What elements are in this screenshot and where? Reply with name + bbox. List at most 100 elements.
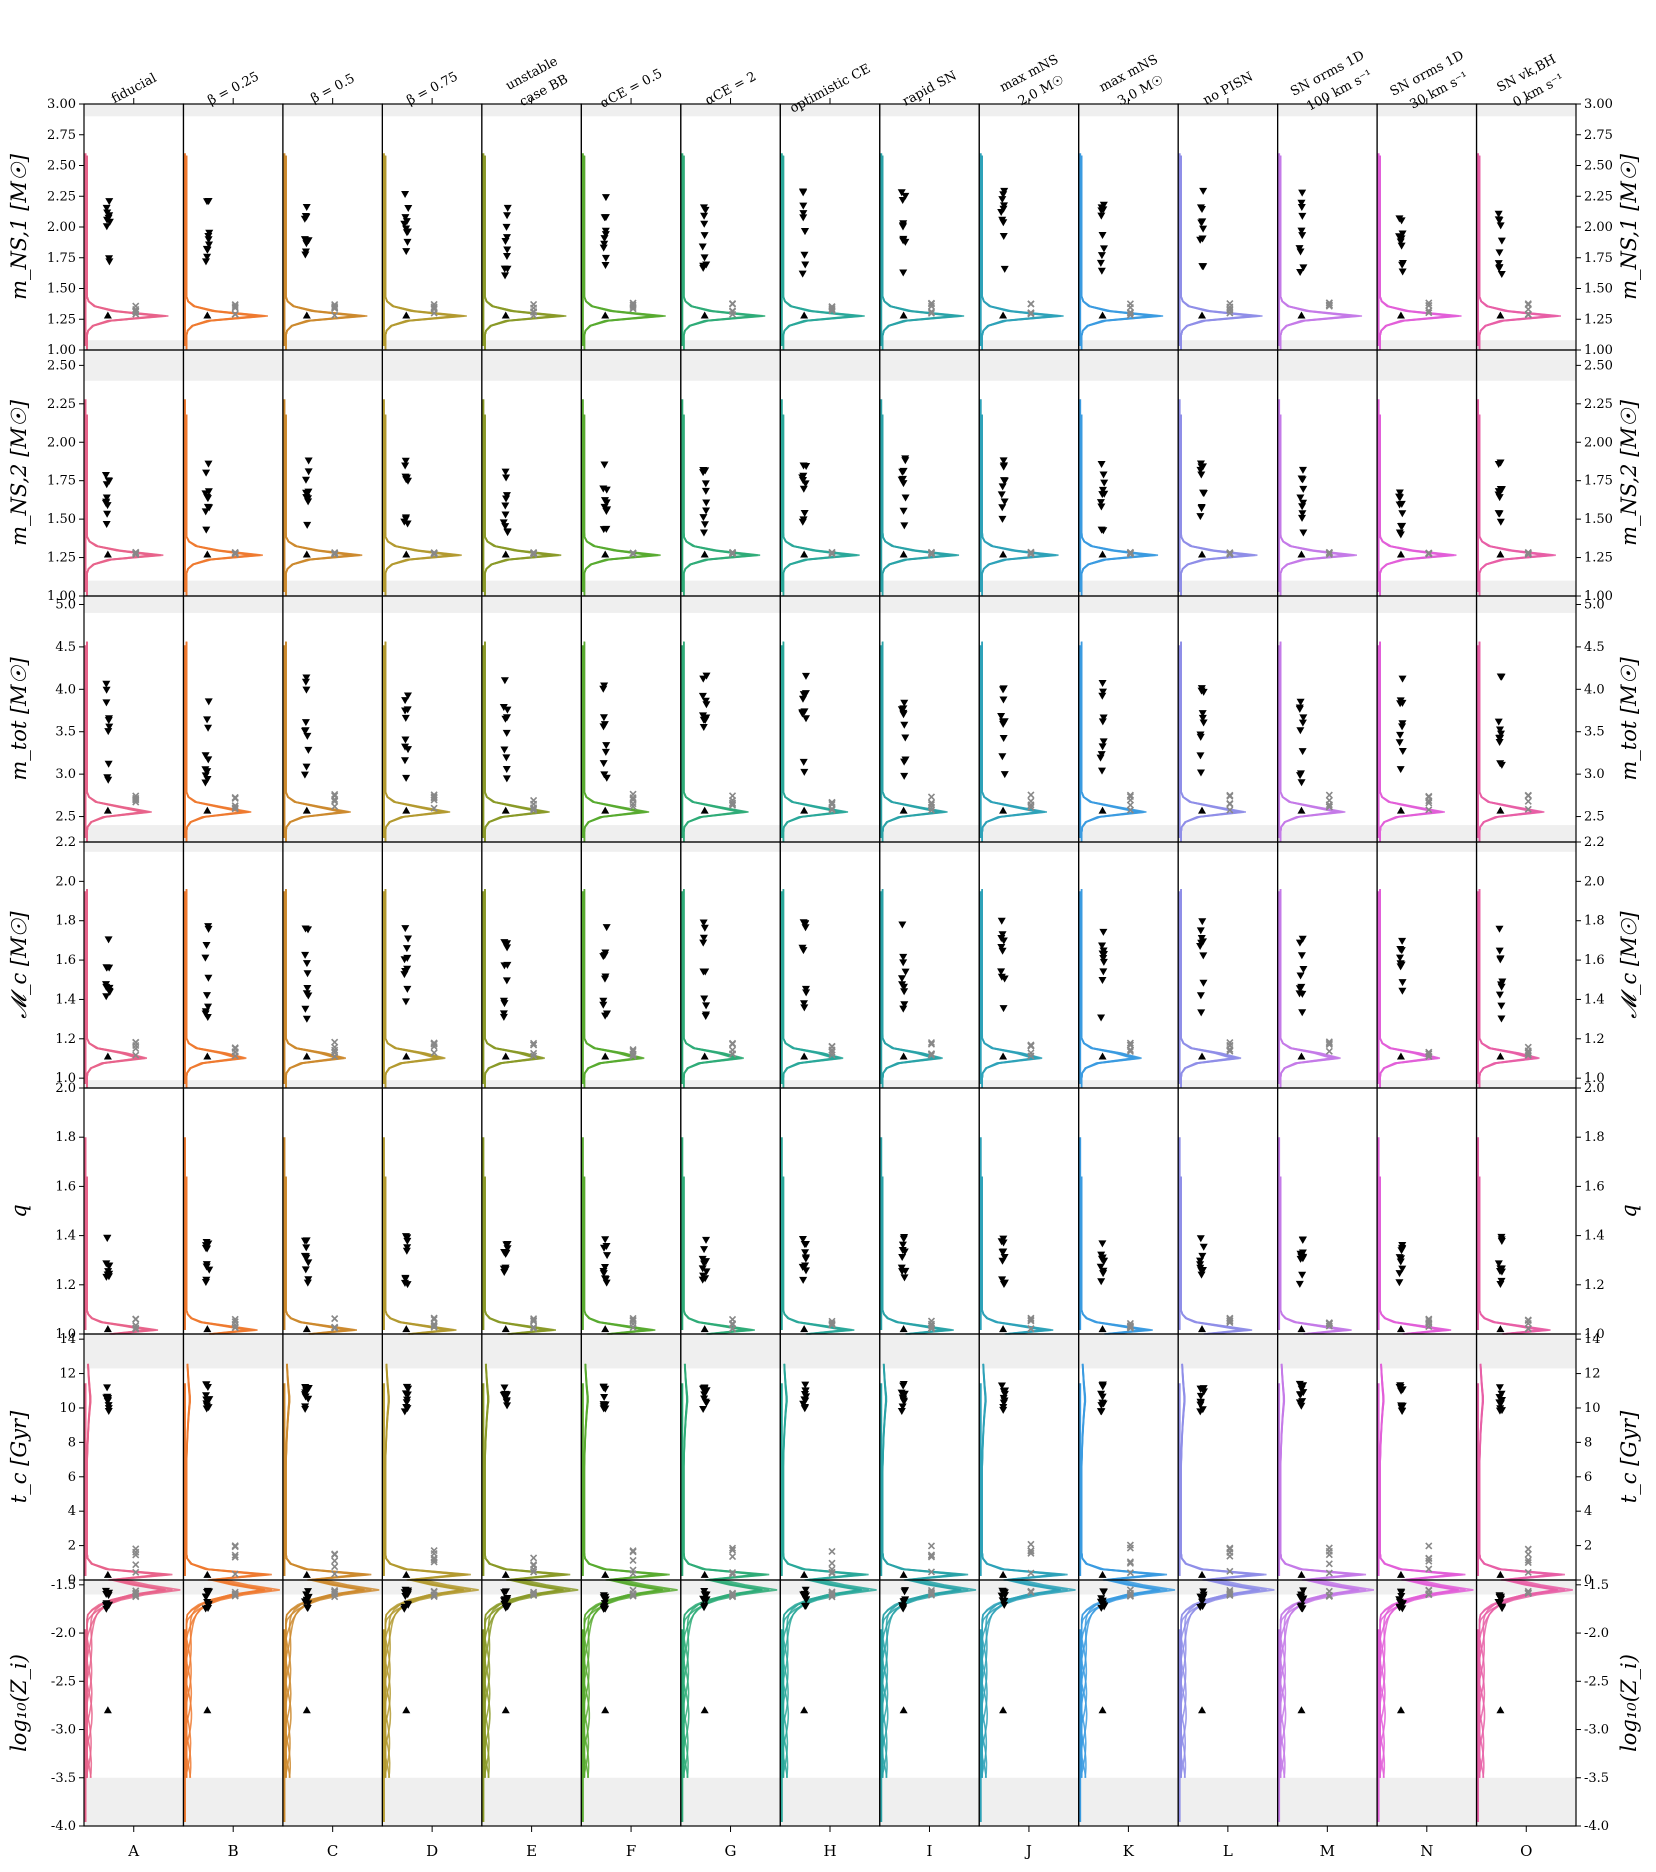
- violin-trace: [1478, 414, 1549, 596]
- down-triangle-marker: [1197, 1009, 1206, 1017]
- violin-trace: [782, 1363, 856, 1581]
- right-tick-label: 4.0: [1584, 682, 1605, 697]
- row-label-right: 𝓜_c [M☉]: [1617, 911, 1641, 1019]
- down-triangle-marker: [204, 925, 213, 933]
- grey-cross-marker: [828, 550, 836, 558]
- grey-cross-marker: [132, 1324, 140, 1332]
- violin-trace: [1080, 1176, 1143, 1335]
- right-tick-label: 2.25: [1584, 397, 1613, 412]
- grey-cross-marker: [530, 1565, 538, 1573]
- down-triangle-marker: [1098, 232, 1107, 240]
- violin-trace: [1379, 641, 1438, 842]
- left-tick-label: 2: [68, 1539, 76, 1554]
- grey-cross-marker: [1126, 1591, 1134, 1600]
- violin-trace: [1478, 1579, 1573, 1778]
- down-triangle-marker: [1096, 259, 1105, 267]
- right-tick-label: -2.0: [1584, 1626, 1609, 1641]
- down-triangle-marker: [102, 498, 111, 506]
- up-triangle-marker: [700, 1052, 709, 1060]
- down-triangle-marker: [799, 202, 808, 210]
- down-triangle-marker: [801, 1381, 810, 1389]
- down-triangle-marker: [999, 232, 1008, 240]
- up-triangle-marker: [501, 311, 510, 319]
- down-triangle-marker: [1396, 766, 1405, 774]
- violin-trace: [285, 1176, 353, 1335]
- down-triangle-marker: [699, 1406, 708, 1414]
- violin-trace: [484, 414, 562, 596]
- down-triangle-marker: [502, 765, 511, 773]
- grey-cross-marker: [1524, 1558, 1532, 1567]
- grey-cross-marker: [1325, 550, 1333, 559]
- violin-trace: [881, 1176, 952, 1335]
- violin-trace: [86, 889, 148, 1088]
- up-triangle-marker: [999, 311, 1008, 319]
- down-triangle-marker: [1299, 1587, 1308, 1595]
- violin-trace: [1279, 1176, 1344, 1335]
- grey-cross-marker: [1226, 791, 1234, 799]
- down-triangle-marker: [1298, 466, 1307, 474]
- down-triangle-marker: [898, 1254, 907, 1262]
- right-tick-label: 4: [1584, 1504, 1592, 1519]
- down-triangle-marker: [1497, 981, 1506, 989]
- shaded-band: [183, 350, 283, 381]
- shaded-band: [382, 104, 482, 117]
- grey-cross-marker: [530, 1324, 538, 1332]
- shaded-band: [183, 596, 283, 613]
- grey-cross-marker: [231, 805, 239, 813]
- right-tick-label: 1.8: [1584, 914, 1605, 929]
- right-tick-label: -4.0: [1584, 1819, 1609, 1834]
- down-triangle-marker: [502, 1391, 511, 1399]
- violin-trace: [185, 1176, 249, 1335]
- grey-cross-marker: [728, 1321, 737, 1329]
- down-triangle-marker: [105, 984, 114, 992]
- left-tick-label: 0: [68, 1573, 76, 1588]
- row-label-left: q: [7, 1204, 31, 1217]
- down-triangle-marker: [1396, 946, 1405, 954]
- down-triangle-marker: [404, 935, 413, 943]
- down-triangle-marker: [1497, 673, 1506, 681]
- violin-trace: [1180, 889, 1234, 1088]
- violin-trace: [1379, 414, 1455, 596]
- violin-trace: [484, 1363, 563, 1581]
- grey-cross-marker: [430, 1556, 438, 1564]
- grey-cross-marker: [1524, 1325, 1532, 1333]
- down-triangle-marker: [1098, 486, 1107, 494]
- down-triangle-marker: [1096, 499, 1105, 507]
- violin-trace: [384, 414, 458, 596]
- violin-trace: [1180, 1176, 1251, 1335]
- right-tick-label: 1.75: [1584, 474, 1613, 489]
- column-letter: H: [823, 1842, 836, 1860]
- down-triangle-marker: [801, 261, 810, 269]
- violin-trace: [1379, 889, 1433, 1088]
- panel-frame: [182, 1087, 284, 1335]
- violin-trace: [1180, 414, 1251, 596]
- down-triangle-marker: [1297, 199, 1306, 207]
- down-triangle-marker: [1000, 477, 1009, 485]
- grey-cross-marker: [1027, 797, 1035, 805]
- down-triangle-marker: [401, 457, 410, 465]
- down-triangle-marker: [400, 971, 409, 979]
- shaded-band: [1476, 1777, 1576, 1826]
- grey-cross-marker: [1126, 796, 1134, 804]
- down-triangle-marker: [403, 1237, 412, 1245]
- down-triangle-marker: [1097, 1014, 1106, 1022]
- panel-frame: [779, 1333, 881, 1581]
- up-triangle-marker: [700, 1570, 709, 1578]
- grey-cross-marker: [828, 1588, 836, 1596]
- right-tick-label: 6: [1584, 1470, 1592, 1485]
- grey-cross-marker: [430, 796, 438, 804]
- left-tick-label: -4.0: [51, 1819, 76, 1834]
- violin-trace: [683, 889, 737, 1088]
- down-triangle-marker: [501, 237, 510, 245]
- violin-trace: [185, 1176, 258, 1335]
- down-triangle-marker: [1398, 937, 1407, 945]
- left-tick-label: 12: [59, 1367, 76, 1382]
- violin-trace: [1080, 1176, 1145, 1335]
- shaded-band: [1178, 104, 1278, 117]
- violin-trace: [86, 155, 166, 350]
- grey-cross-marker: [430, 1554, 438, 1562]
- grey-cross-marker: [331, 311, 339, 319]
- shaded-band: [84, 580, 184, 596]
- down-triangle-marker: [105, 258, 114, 266]
- violin-trace: [185, 155, 266, 350]
